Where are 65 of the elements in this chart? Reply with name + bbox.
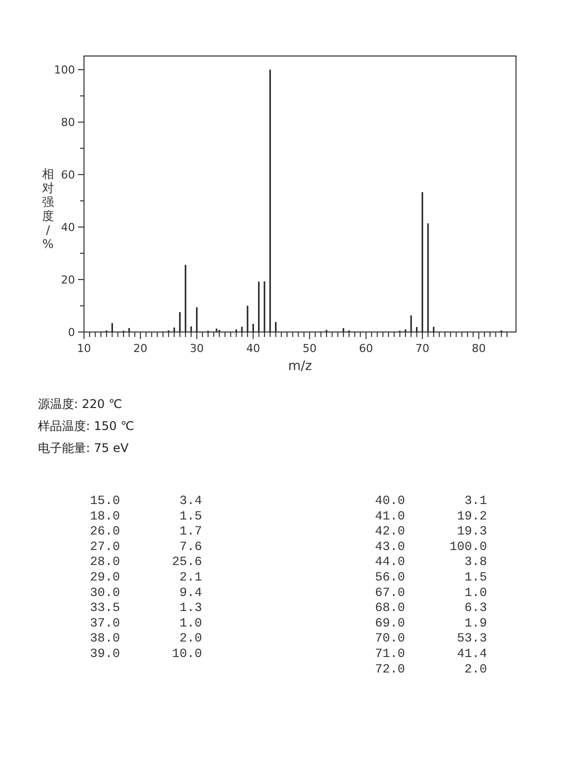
text: 2.0 bbox=[179, 632, 202, 646]
text: 1.0 bbox=[464, 586, 487, 600]
y-tick-label: 40 bbox=[61, 221, 75, 234]
text: 25.6 bbox=[172, 555, 202, 570]
y-tick-label: 60 bbox=[61, 168, 75, 182]
text: 39.0 bbox=[90, 647, 120, 661]
text: 18.0 bbox=[90, 509, 120, 524]
text: 15.0 bbox=[90, 494, 120, 508]
text: 1.5 bbox=[464, 570, 487, 584]
text: 38.0 bbox=[90, 632, 120, 646]
y-axis-title: 相对强度/% bbox=[42, 167, 54, 251]
x-tick-label: 10 bbox=[77, 342, 91, 355]
text: 2.1 bbox=[179, 570, 202, 584]
text: 71.0 bbox=[375, 647, 406, 661]
text: 19.3 bbox=[456, 524, 487, 539]
text: 3.8 bbox=[464, 555, 487, 570]
x-tick-label: 50 bbox=[302, 342, 317, 355]
text: 6.3 bbox=[464, 601, 487, 616]
y-tick-label: 0 bbox=[68, 326, 75, 339]
text: 样品温度: 150 ℃ bbox=[38, 419, 134, 433]
text: 68.0 bbox=[375, 601, 406, 616]
text: 43.0 bbox=[375, 540, 406, 554]
text: 电子能量: 75 eV bbox=[38, 441, 130, 455]
text: 9.4 bbox=[179, 586, 202, 600]
text: 41.4 bbox=[456, 647, 487, 661]
text: 1.9 bbox=[464, 616, 487, 630]
text: 72.0 bbox=[375, 662, 406, 676]
text: 1.7 bbox=[179, 524, 202, 539]
x-tick-label: 70 bbox=[415, 342, 430, 355]
text: 44.0 bbox=[375, 555, 406, 570]
text: 2.0 bbox=[464, 662, 487, 676]
text: 33.5 bbox=[90, 601, 120, 616]
text: 1.5 bbox=[179, 509, 202, 524]
text: 19.2 bbox=[456, 509, 487, 524]
text: 67.0 bbox=[375, 586, 406, 600]
text: 70.0 bbox=[375, 632, 406, 646]
text: 40.0 bbox=[375, 494, 406, 508]
text: 69.0 bbox=[375, 616, 406, 630]
text: 42.0 bbox=[375, 524, 406, 539]
x-tick-label: 80 bbox=[472, 342, 486, 355]
y-tick-label: 100 bbox=[54, 64, 75, 77]
text: 3.1 bbox=[464, 494, 487, 508]
text: 56.0 bbox=[375, 570, 406, 584]
text: 10.0 bbox=[172, 647, 202, 661]
x-tick-label: 20 bbox=[133, 342, 148, 355]
text: 3.4 bbox=[179, 494, 202, 508]
y-tick-label: 80 bbox=[61, 116, 75, 130]
text: 37.0 bbox=[90, 616, 120, 630]
text: 1.0 bbox=[179, 616, 202, 630]
text: 53.3 bbox=[456, 632, 487, 646]
text: 源温度: 220 ℃ bbox=[38, 397, 122, 411]
x-axis-title: m/z bbox=[288, 359, 312, 374]
text: 27.0 bbox=[90, 540, 120, 554]
text: 29.0 bbox=[90, 570, 120, 584]
x-tick-label: 40 bbox=[246, 342, 260, 355]
text: 1.3 bbox=[179, 601, 202, 616]
text: 26.0 bbox=[90, 524, 120, 539]
y-tick-label: 20 bbox=[61, 274, 75, 287]
x-tick-label: 30 bbox=[190, 342, 204, 355]
text: 30.0 bbox=[90, 586, 120, 600]
text: 100.0 bbox=[449, 540, 487, 554]
text: 41.0 bbox=[375, 509, 406, 524]
x-tick-label: 60 bbox=[358, 342, 373, 355]
text: 28.0 bbox=[90, 555, 120, 570]
text: 7.6 bbox=[179, 540, 202, 554]
